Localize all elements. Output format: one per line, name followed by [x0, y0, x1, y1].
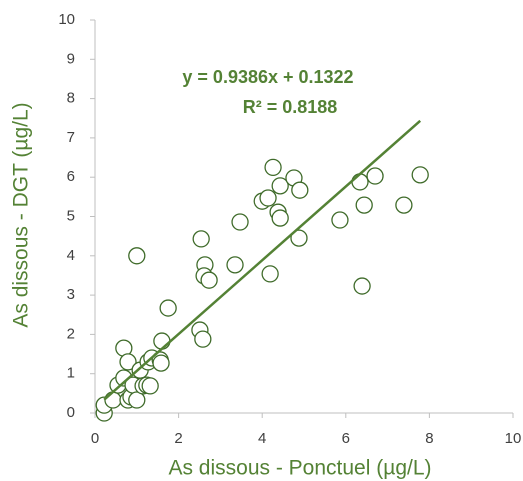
x-tick-label: 0 [91, 430, 99, 447]
point [128, 247, 146, 265]
point [226, 256, 244, 274]
trendline-equation: y = 0.9386x + 0.1322 [182, 67, 353, 87]
point [395, 196, 413, 214]
y-tick-label: 2 [67, 325, 75, 342]
point [264, 158, 282, 177]
y-tick-label: 8 [67, 90, 75, 107]
point [231, 213, 249, 231]
point [411, 166, 429, 184]
point [152, 354, 170, 372]
y-tick-label: 7 [67, 129, 75, 146]
point [153, 332, 171, 350]
point [261, 265, 279, 283]
point [104, 391, 122, 409]
point [366, 167, 384, 185]
point [355, 196, 373, 214]
point [271, 209, 289, 227]
point [351, 173, 369, 191]
trendline-r-squared: R² = 0.8188 [243, 97, 338, 117]
point [128, 391, 146, 409]
y-tick-label: 6 [67, 168, 75, 185]
point [194, 330, 212, 348]
point [271, 177, 289, 195]
y-tick-label: 5 [67, 207, 75, 224]
point [290, 229, 308, 247]
y-tick-label: 0 [67, 404, 75, 421]
point [291, 181, 309, 199]
y-tick-label: 3 [67, 286, 75, 303]
y-tick-label: 4 [67, 247, 75, 264]
point [141, 377, 159, 395]
point [200, 271, 218, 289]
trendline [103, 119, 422, 401]
x-tick-label: 8 [425, 430, 433, 447]
point [159, 299, 177, 317]
y-axis-title: As dissous - DGT (µg/L) [10, 102, 33, 327]
y-tick-label: 10 [58, 11, 75, 28]
point [259, 189, 277, 207]
y-tick-label: 1 [67, 365, 75, 382]
x-axis-title: As dissous - Ponctuel (µg/L) [168, 457, 431, 480]
x-tick-label: 2 [174, 430, 182, 447]
y-tick-label: 9 [67, 50, 75, 67]
point [192, 230, 210, 248]
x-tick-label: 4 [258, 430, 266, 447]
point [119, 353, 137, 371]
x-tick-label: 10 [505, 430, 522, 447]
point [353, 277, 371, 295]
x-tick-label: 6 [342, 430, 350, 447]
point [331, 211, 349, 229]
